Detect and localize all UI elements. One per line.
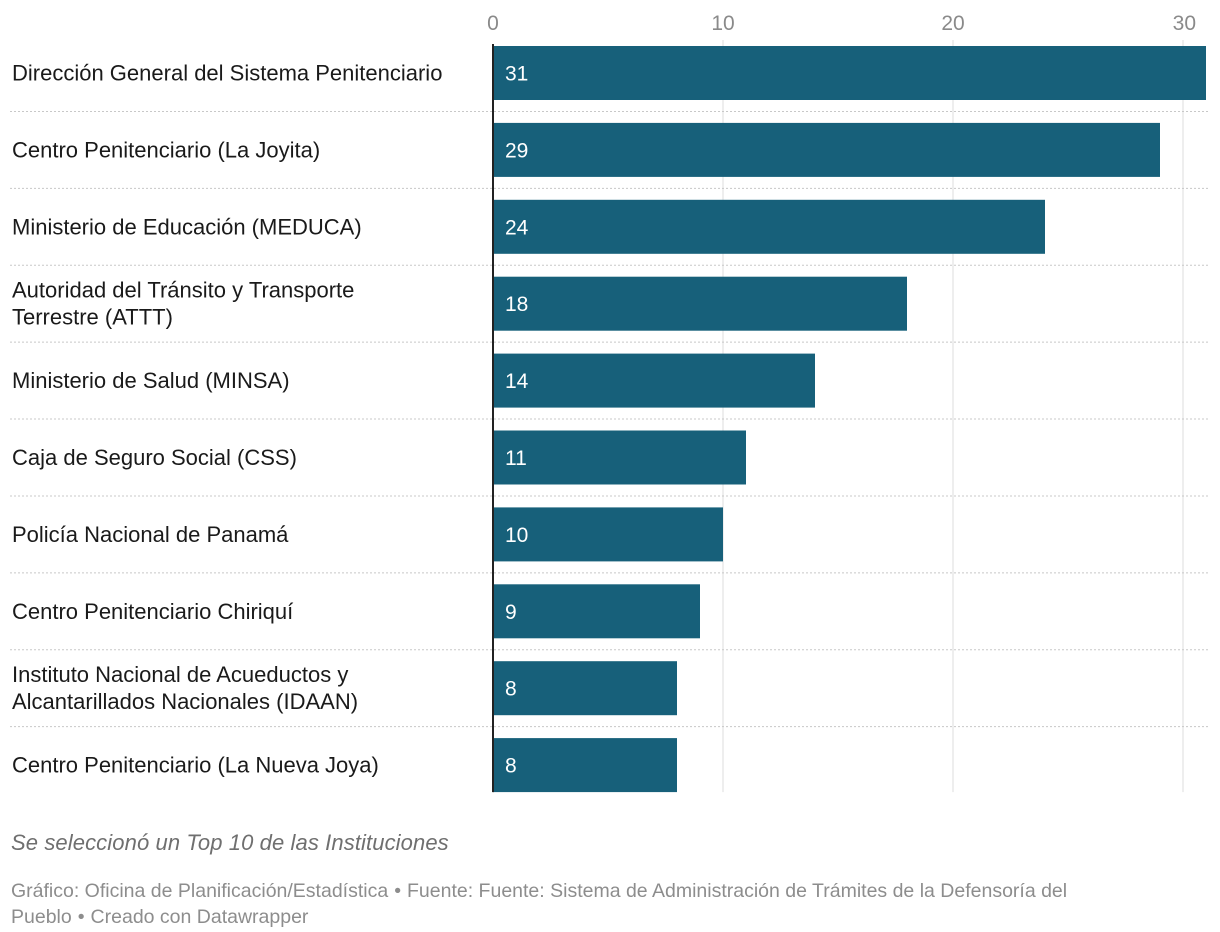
bar-value-label: 9 [505, 601, 517, 624]
x-tick-label: 0 [487, 12, 499, 35]
credit-text: Gráfico: Oficina de Planificación/Estadí… [11, 880, 389, 902]
chart-footer: Gráfico: Oficina de Planificación/Estadí… [11, 878, 1211, 930]
source-text: Fuente: Fuente: Sistema de Administració… [11, 880, 1068, 928]
tool-text: Creado con Datawrapper [90, 906, 309, 928]
category-label: Centro Penitenciario (La Nueva Joya) [12, 753, 379, 778]
category-label: Ministerio de Educación (MEDUCA) [12, 214, 362, 239]
bar [493, 276, 907, 331]
bar [493, 122, 1160, 177]
bar [493, 353, 815, 408]
bar-value-label: 10 [505, 524, 528, 547]
bar [493, 199, 1045, 254]
bar [493, 430, 746, 485]
category-label: Alcantarillados Nacionales (IDAAN) [12, 689, 358, 714]
bar [493, 584, 700, 639]
bar-value-label: 8 [505, 678, 517, 701]
category-label: Terrestre (ATTT) [12, 305, 173, 330]
bar [493, 738, 677, 793]
category-label: Dirección General del Sistema Penitencia… [12, 61, 442, 86]
category-label: Caja de Seguro Social (CSS) [12, 445, 297, 470]
category-label: Policía Nacional de Panamá [12, 522, 289, 547]
footer-separator: • [77, 906, 85, 928]
bar-value-label: 29 [505, 139, 528, 162]
bar [493, 507, 723, 562]
chart-note: Se seleccionó un Top 10 de las Instituci… [11, 830, 449, 855]
bar-value-label: 8 [505, 755, 517, 778]
bar-chart: 0 10 20 30 31 Dirección General del Sistema P… [10, 12, 1208, 793]
category-label: Centro Penitenciario Chiriquí [12, 599, 293, 624]
footer-separator: • [394, 880, 402, 902]
bar-value-label: 31 [505, 63, 528, 86]
category-label: Ministerio de Salud (MINSA) [12, 368, 290, 393]
bar-value-label: 11 [505, 447, 527, 470]
x-tick-label: 30 [1173, 12, 1196, 35]
bar-value-label: 18 [505, 293, 528, 316]
category-label: Centro Penitenciario (La Joyita) [12, 137, 320, 162]
category-label: Autoridad del Tránsito y Transporte [12, 278, 354, 303]
chart-notes: Se seleccionó un Top 10 de las Instituci… [11, 830, 1211, 930]
category-label: Instituto Nacional de Acueductos y [12, 662, 348, 687]
bar [493, 46, 1206, 100]
x-tick-label: 20 [941, 12, 964, 35]
bar-value-label: 14 [505, 370, 529, 393]
bar [493, 661, 677, 716]
x-tick-label: 10 [711, 12, 734, 35]
bar-value-label: 24 [505, 216, 529, 239]
